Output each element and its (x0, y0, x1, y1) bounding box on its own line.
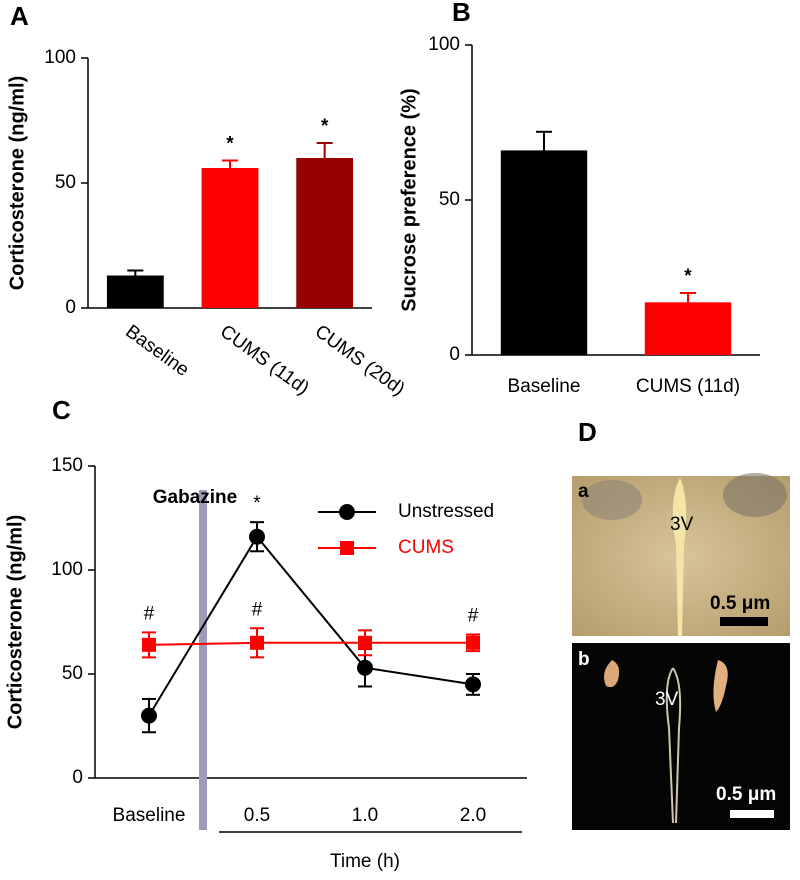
image-annotation: 3V (670, 514, 694, 535)
significance-marker: * (253, 493, 261, 514)
series-line (148, 534, 474, 717)
y-tick-label: 0 (65, 297, 76, 318)
y-tick-label: 0 (449, 344, 460, 365)
y-axis-label: Corticosterone (ng/ml) (6, 76, 28, 290)
significance-marker: # (468, 605, 479, 626)
ventricle (672, 478, 687, 636)
y-tick-label: 50 (439, 189, 460, 210)
ventricle (665, 667, 674, 824)
scale-bar (730, 810, 774, 818)
bar (644, 302, 732, 355)
x-tick-label: 1.0 (352, 805, 378, 826)
y-tick-label: 100 (428, 34, 460, 55)
panel-label: C (52, 395, 71, 425)
image-label: b (578, 649, 590, 670)
legend-label: Unstressed (398, 501, 494, 522)
y-tick-label: 100 (51, 559, 83, 580)
y-tick-label: 50 (55, 172, 76, 193)
image-panel: D 3V a 0.5 μm 3V b 0.5 μm (572, 417, 790, 830)
legend-marker (340, 541, 354, 555)
x-tick-label: 2.0 (460, 805, 486, 826)
image-label: a (578, 481, 589, 502)
image-annotation: 3V (655, 689, 679, 710)
stain (582, 480, 642, 520)
x-tick-label: Baseline (121, 321, 192, 381)
panel-label: B (452, 0, 471, 27)
scale-bar-label: 0.5 μm (710, 593, 770, 614)
significance-marker: # (252, 599, 263, 620)
ventricle (672, 667, 682, 824)
y-axis-label: Corticosterone (ng/ml) (4, 515, 26, 729)
scale-bar (720, 617, 768, 626)
x-tick-label: CUMS (11d) (216, 321, 313, 399)
bar (106, 275, 164, 308)
y-tick-label: 0 (72, 767, 83, 788)
marker (357, 659, 373, 676)
panel-label: D (578, 417, 597, 447)
significance-marker: * (684, 266, 692, 287)
marker (466, 635, 480, 650)
bar (201, 168, 259, 308)
x-axis-label: Time (h) (330, 851, 400, 872)
annotation: Gabazine (153, 487, 237, 508)
bar (296, 158, 354, 308)
treatment-bar (199, 490, 207, 830)
marker (142, 637, 156, 652)
y-axis-label: Sucrose preference (%) (398, 88, 420, 311)
y-tick-label: 100 (44, 47, 76, 68)
panel-label: A (10, 1, 29, 31)
scale-bar-label: 0.5 μm (716, 784, 776, 805)
legend-marker (339, 504, 355, 520)
cells (604, 660, 620, 688)
significance-marker: # (144, 603, 155, 624)
bar (500, 150, 588, 355)
x-tick-label: CUMS (20d) (311, 321, 409, 400)
x-tick-label: Baseline (113, 805, 186, 826)
marker (465, 676, 481, 693)
marker (250, 635, 264, 650)
x-tick-label: CUMS (11d) (636, 376, 740, 397)
significance-marker: * (321, 116, 329, 137)
marker (141, 707, 157, 724)
significance-marker: * (226, 134, 234, 155)
cells (713, 660, 728, 712)
series-line (148, 641, 473, 646)
stain (723, 473, 787, 517)
x-tick-label: Baseline (508, 376, 581, 397)
y-tick-label: 150 (51, 455, 83, 476)
legend-label: CUMS (398, 537, 454, 558)
marker (358, 635, 372, 650)
marker (249, 528, 265, 545)
y-tick-label: 50 (62, 663, 83, 684)
x-tick-label: 0.5 (244, 805, 270, 826)
